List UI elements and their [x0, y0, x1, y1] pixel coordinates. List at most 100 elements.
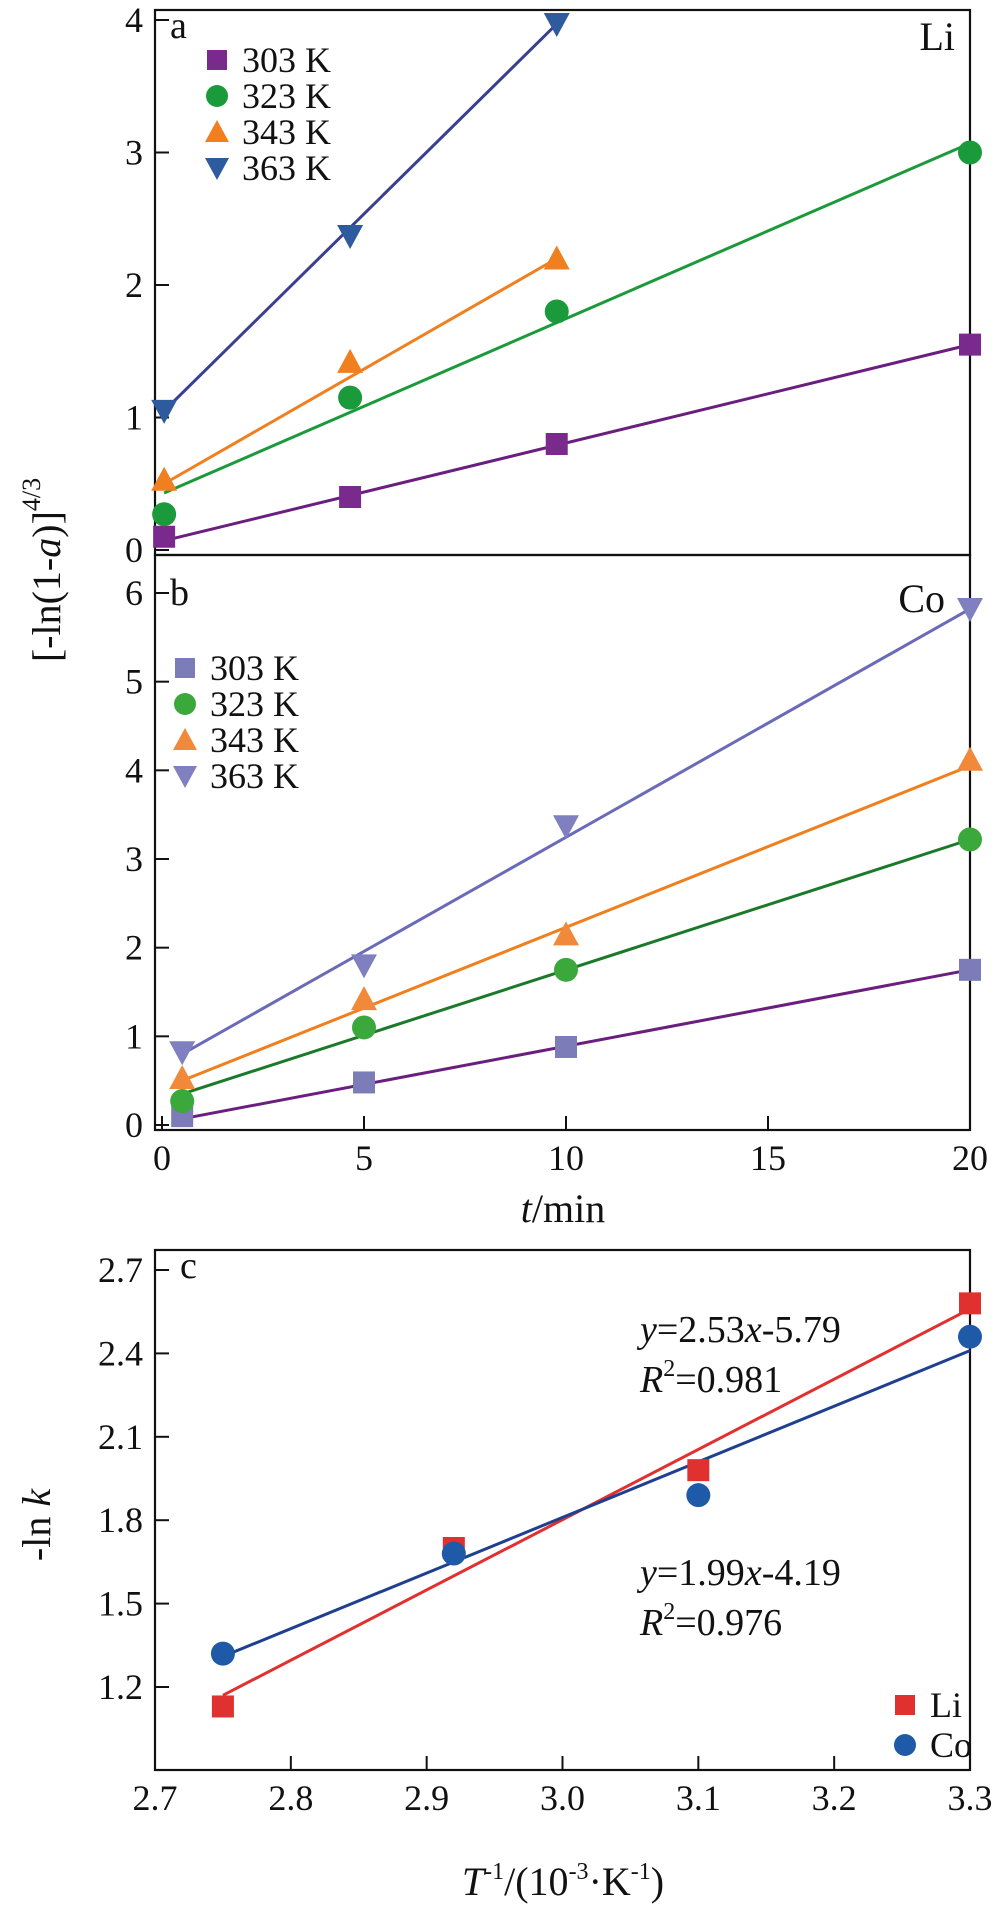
c-x-title-sup3: -1 [631, 1859, 651, 1885]
panel-a-element-label: Li [919, 14, 955, 59]
panel-c-y-axis: 1.2 1.5 1.8 2.1 2.4 2.7 [98, 1250, 169, 1707]
co-fit-equation: y=1.99x-4.19 [636, 1552, 841, 1594]
li-fit-equation: y=2.53x-5.79 [636, 1309, 841, 1351]
co-eq-slope: =1.99 [657, 1552, 745, 1594]
legend-label: 303 K [210, 648, 299, 688]
x-tick-label: 2.7 [133, 1778, 178, 1818]
data-point-co [958, 1324, 982, 1349]
legend-marker [205, 120, 229, 142]
y-tick-label: 3 [125, 133, 143, 173]
legend-marker [173, 728, 197, 750]
panel-c-x-axis: 2.7 2.8 2.9 3.0 3.1 3.2 3.3 [133, 1756, 993, 1818]
y-title-var: a [24, 538, 69, 558]
panel-c-y-axis-title: -ln k [14, 1488, 59, 1561]
y-tick-label: 5 [125, 662, 143, 702]
data-point-363k [337, 224, 364, 249]
c-x-title-sup2: -3 [569, 1859, 589, 1885]
data-point-363k [553, 815, 579, 840]
fit-line-363k [181, 607, 971, 1056]
data-point-323k [544, 299, 569, 324]
data-point-co [686, 1483, 711, 1508]
panel-b-y-axis: 0 1 2 3 4 5 6 [125, 573, 169, 1145]
x-tick-label: 2.8 [268, 1778, 313, 1818]
y-title-exponent: 4/3 [17, 478, 46, 511]
legend-marker [894, 1734, 916, 1756]
co-eq-y: y [636, 1552, 657, 1594]
li-eq-slope: =2.53 [657, 1309, 745, 1351]
data-point-363k [151, 399, 178, 424]
legend-label: Co [930, 1725, 972, 1765]
x-tick-label: 5 [355, 1138, 373, 1178]
legend-label: 323 K [210, 684, 299, 724]
c-y-title-base: -ln [14, 1507, 59, 1561]
fit-line-343k [181, 764, 971, 1083]
y-tick-label: 3 [125, 839, 143, 879]
li-r-sup: 2 [663, 1356, 675, 1382]
y-tick-label: 1 [125, 1016, 143, 1056]
c-x-title-mid2: ·K [589, 1859, 631, 1904]
y-tick-label: 0 [125, 530, 143, 570]
c-x-title-var: T [462, 1859, 487, 1904]
y-title-close: )] [24, 511, 69, 538]
data-point-343k [169, 1065, 196, 1090]
data-point-303k [353, 1071, 375, 1094]
c-x-title-end: ) [651, 1859, 664, 1904]
data-point-363k [957, 597, 983, 622]
data-point-li [211, 1695, 234, 1718]
co-fit-r2: R2=0.976 [639, 1599, 782, 1644]
data-point-323k [152, 502, 177, 527]
co-r-value: =0.976 [675, 1602, 782, 1644]
y-tick-label: 1.2 [98, 1667, 143, 1707]
data-point-363k [169, 1041, 196, 1066]
panel-b-markers [169, 597, 983, 1128]
x-tick-label: 10 [548, 1138, 584, 1178]
c-x-title-mid: /(10 [504, 1859, 568, 1904]
y-title-base: [-ln(1- [24, 558, 69, 662]
data-point-co [441, 1541, 466, 1566]
x-tick-label: 2.9 [404, 1778, 449, 1818]
data-point-343k [553, 921, 579, 946]
panel-a-y-axis: 0 1 2 3 4 [125, 0, 169, 570]
data-point-323k [958, 140, 982, 165]
x-title-var: t [521, 1186, 533, 1231]
x-title-unit: /min [532, 1186, 605, 1231]
data-point-343k [337, 348, 364, 373]
legend-label: 343 K [242, 112, 331, 152]
data-point-303k [339, 486, 362, 508]
li-r-label: R [639, 1359, 663, 1401]
data-point-323k [338, 385, 363, 410]
panel-c-fit-lines [222, 1307, 971, 1697]
fit-line-co [222, 1349, 971, 1658]
data-point-363k [543, 12, 570, 37]
li-eq-y: y [636, 1309, 657, 1351]
legend-marker [895, 1695, 915, 1715]
data-point-343k [957, 746, 983, 771]
legend-label: 343 K [210, 720, 299, 760]
x-tick-label: 3.1 [676, 1778, 721, 1818]
legend-label: 323 K [242, 76, 331, 116]
data-point-303k [959, 958, 981, 981]
legend-marker [207, 50, 227, 70]
legend-label: 363 K [210, 756, 299, 796]
panel-c-arrhenius: c 1.2 1.5 1.8 2.1 2.4 2.7 2.7 2.8 2.9 3.0 3.1 3.2 3… [14, 1245, 993, 1904]
panel-c-markers [210, 1292, 982, 1718]
y-tick-label: 1.8 [98, 1500, 143, 1540]
x-tick-label: 15 [750, 1138, 786, 1178]
legend-marker [175, 658, 195, 678]
y-tick-label: 2.1 [98, 1417, 143, 1457]
data-point-303k [153, 525, 176, 548]
x-tick-label: 20 [952, 1138, 988, 1178]
panel-a-markers [151, 12, 982, 548]
panel-b-label: b [170, 572, 189, 614]
data-point-343k [151, 466, 178, 491]
data-point-323k [352, 1015, 376, 1040]
legend-marker [174, 693, 196, 715]
co-eq-intercept: -4.19 [762, 1552, 841, 1594]
li-fit-r2: R2=0.981 [639, 1356, 782, 1401]
y-tick-label: 1.5 [98, 1584, 143, 1624]
data-point-343k [351, 986, 377, 1011]
data-point-343k [543, 245, 570, 270]
